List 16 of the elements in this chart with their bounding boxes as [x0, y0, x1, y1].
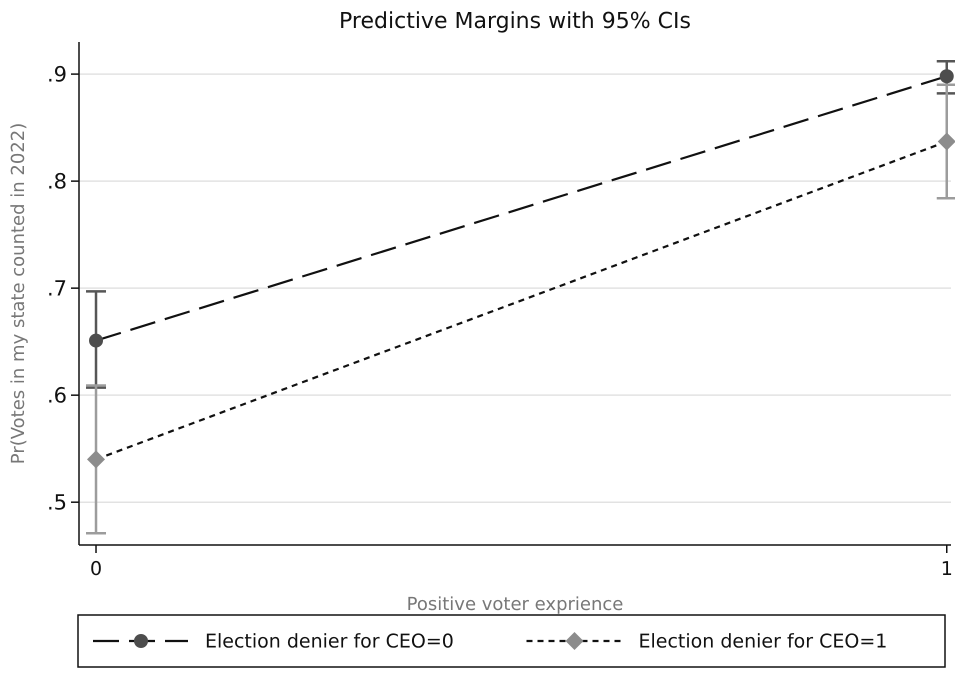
point — [87, 450, 106, 468]
y-tick-label: .5 — [46, 490, 67, 515]
y-tick-label: .9 — [46, 62, 67, 86]
y-tick-label: .6 — [46, 384, 67, 408]
point — [89, 334, 104, 348]
point — [938, 132, 955, 151]
x-tick-label: 0 — [90, 558, 102, 580]
legend-label: Election denier for CEO=1 — [638, 630, 888, 653]
x-axis-title: Positive voter exprience — [406, 594, 624, 615]
legend-label: Election denier for CEO=0 — [205, 630, 454, 653]
y-tick-label: .8 — [46, 169, 67, 194]
y-tick-label: .7 — [46, 276, 67, 300]
chart-title: Predictive Margins with 95% CIs — [339, 9, 691, 34]
x-tick-label: 1 — [940, 558, 953, 580]
y-axis-title: Pr(Votes in my state counted in 2022) — [8, 122, 29, 464]
point — [940, 69, 954, 84]
